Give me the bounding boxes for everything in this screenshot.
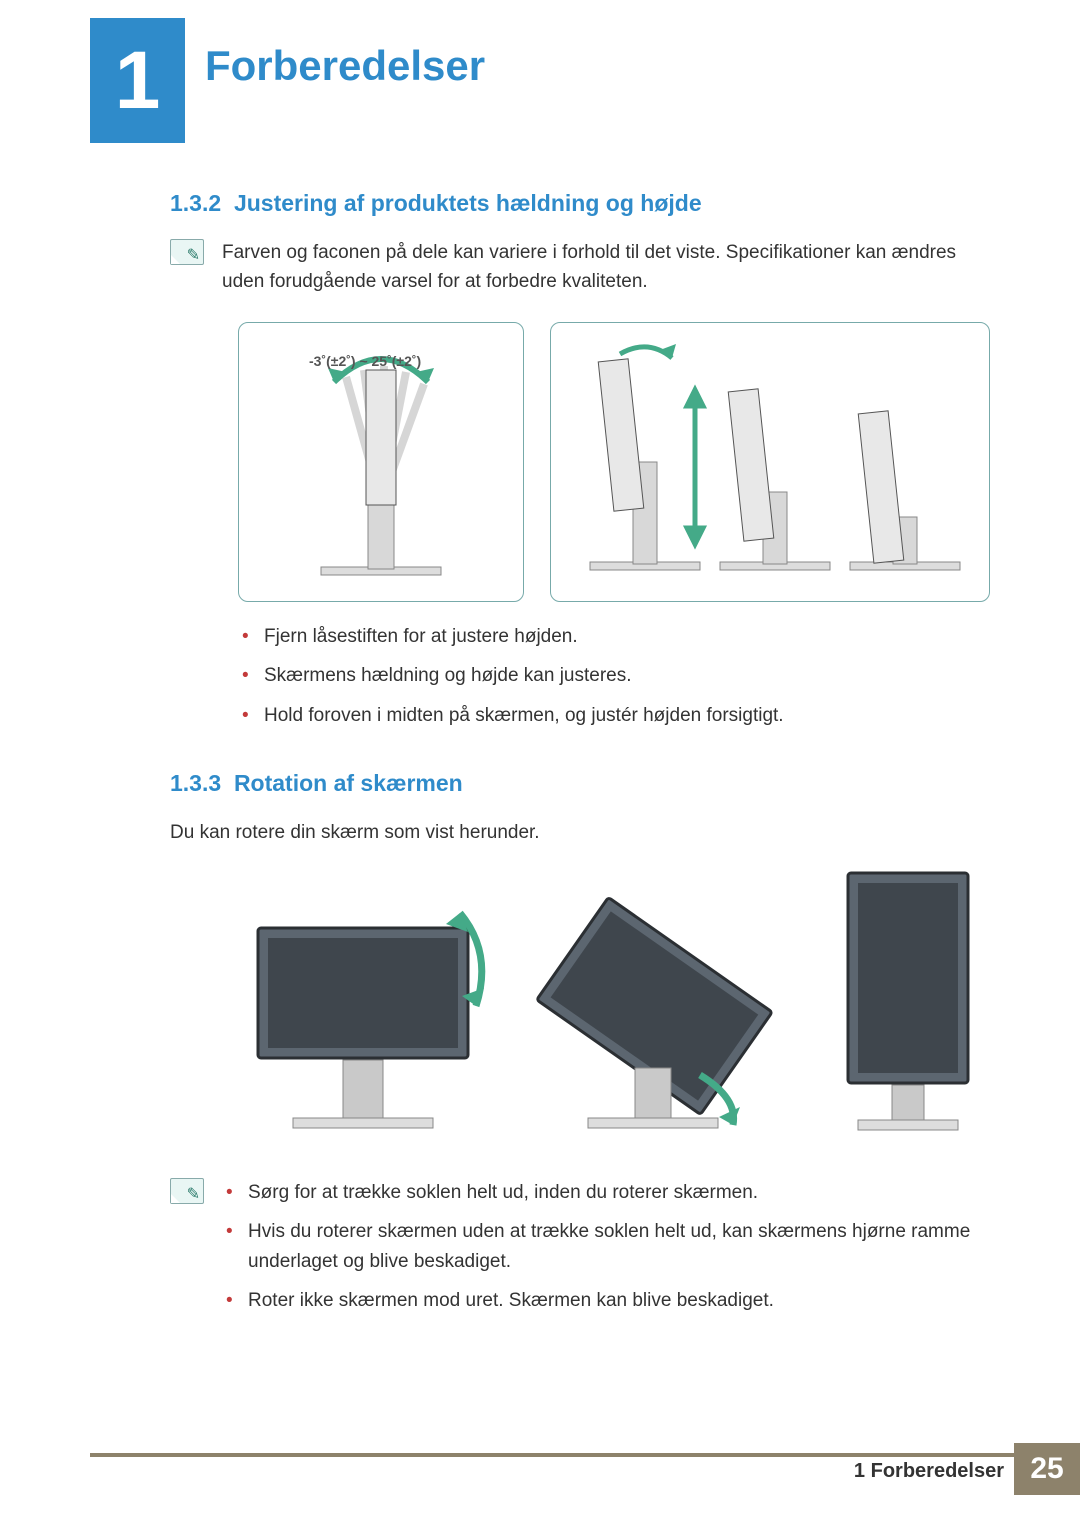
section-132-bullet-list: Fjern låsestiften for at justere højden.… [238, 622, 990, 730]
chapter-number: 1 [115, 34, 161, 128]
note-icon [170, 239, 204, 265]
rotation-step-3 [818, 868, 998, 1148]
list-item: Skærmens hældning og højde kan justeres. [238, 661, 990, 690]
list-item: Hold foroven i midten på skærmen, og jus… [238, 701, 990, 730]
list-item: Fjern låsestiften for at justere højden. [238, 622, 990, 651]
footer-page-number-box: 25 [1014, 1443, 1080, 1495]
list-item: Hvis du roterer skærmen uden at trække s… [222, 1217, 990, 1276]
footer-separator [90, 1453, 1080, 1457]
list-item: Roter ikke skærmen mod uret. Skærmen kan… [222, 1286, 990, 1315]
height-diagram-svg [560, 342, 980, 582]
list-item: Sørg for at trække soklen helt ud, inden… [222, 1178, 990, 1207]
section-title: Justering af produktets hældning og højd… [234, 190, 702, 216]
tilt-diagram-svg [266, 342, 496, 582]
height-diagram [550, 322, 990, 602]
rotation-step-2 [528, 888, 778, 1148]
page-content: 1.3.2 Justering af produktets hældning o… [170, 190, 990, 1366]
tilt-angle-label: -3˚(±2˚) ~ 25˚(±2˚) [309, 353, 421, 369]
note-block-133: Sørg for at trække soklen helt ud, inden… [170, 1178, 990, 1326]
tilt-height-diagram-row: -3˚(±2˚) ~ 25˚(±2˚) [238, 322, 990, 602]
footer-chapter-label: 1 Forberedelser [854, 1460, 1004, 1483]
section-1-3-3: 1.3.3 Rotation af skærmen Du kan rotere … [170, 770, 990, 1325]
chapter-number-tab: 1 [90, 18, 185, 143]
section-133-intro: Du kan rotere din skærm som vist herunde… [170, 819, 990, 848]
note-icon [170, 1178, 204, 1204]
footer-page-number: 25 [1030, 1452, 1063, 1486]
section-133-bullet-list: Sørg for at trække soklen helt ud, inden… [222, 1178, 990, 1326]
rotation-step-1 [238, 888, 488, 1148]
chapter-title: Forberedelser [205, 42, 485, 90]
tilt-diagram: -3˚(±2˚) ~ 25˚(±2˚) [238, 322, 524, 602]
section-heading-132: 1.3.2 Justering af produktets hældning o… [170, 190, 990, 217]
section-1-3-2: 1.3.2 Justering af produktets hældning o… [170, 190, 990, 730]
section-number: 1.3.3 [170, 770, 221, 796]
section-heading-133: 1.3.3 Rotation af skærmen [170, 770, 990, 797]
note-text: Farven og faconen på dele kan variere i … [222, 239, 990, 296]
note-block-132: Farven og faconen på dele kan variere i … [170, 239, 990, 296]
rotation-diagram-row [238, 868, 990, 1148]
section-title: Rotation af skærmen [234, 770, 463, 796]
document-page: 1 Forberedelser 1.3.2 Justering af produ… [0, 0, 1080, 1527]
section-number: 1.3.2 [170, 190, 221, 216]
